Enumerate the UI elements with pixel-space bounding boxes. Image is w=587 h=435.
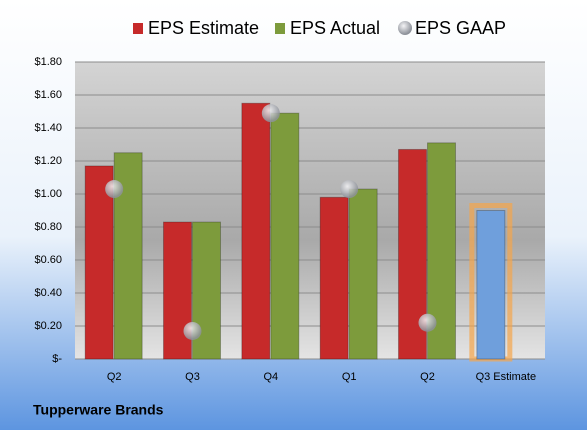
x-tick-label: Q3 Estimate [476, 371, 537, 383]
y-tick-label: $0.60 [34, 254, 62, 266]
bar [348, 188, 378, 360]
plot-area [75, 62, 545, 359]
marker [418, 313, 437, 332]
y-tick-label: $0.20 [34, 320, 62, 332]
y-tick-label: $1.60 [34, 89, 62, 101]
marker [340, 180, 359, 199]
bar [163, 221, 192, 360]
bar [84, 165, 114, 360]
legend-marker [133, 23, 143, 34]
legend-label: EPS GAAP [415, 18, 506, 38]
y-tick-label: $0.80 [34, 221, 62, 233]
legend-label: EPS Estimate [148, 18, 259, 38]
bar [270, 112, 300, 360]
legend-marker [275, 23, 285, 34]
footer: Tupperware Brands [33, 402, 164, 418]
x-tick-label: Q1 [342, 371, 357, 383]
x-tick-label: Q2 [107, 371, 122, 383]
x-tick-label: Q4 [263, 371, 278, 383]
y-tick-label: $1.00 [34, 188, 62, 200]
bar [241, 102, 271, 360]
marker [261, 104, 280, 123]
bar [476, 210, 506, 360]
y-tick-label: $- [52, 353, 62, 365]
x-tick-label: Q3 [185, 371, 200, 383]
bar [319, 196, 349, 360]
marker [183, 321, 202, 340]
legend-marker [398, 21, 412, 35]
y-tick-label: $1.40 [34, 122, 62, 134]
y-tick-label: $1.80 [34, 56, 62, 68]
y-tick-label: $1.20 [34, 155, 62, 167]
marker [105, 180, 124, 199]
y-tick-label: $0.40 [34, 287, 62, 299]
legend-label: EPS Actual [290, 18, 380, 38]
x-tick-label: Q2 [420, 371, 435, 383]
